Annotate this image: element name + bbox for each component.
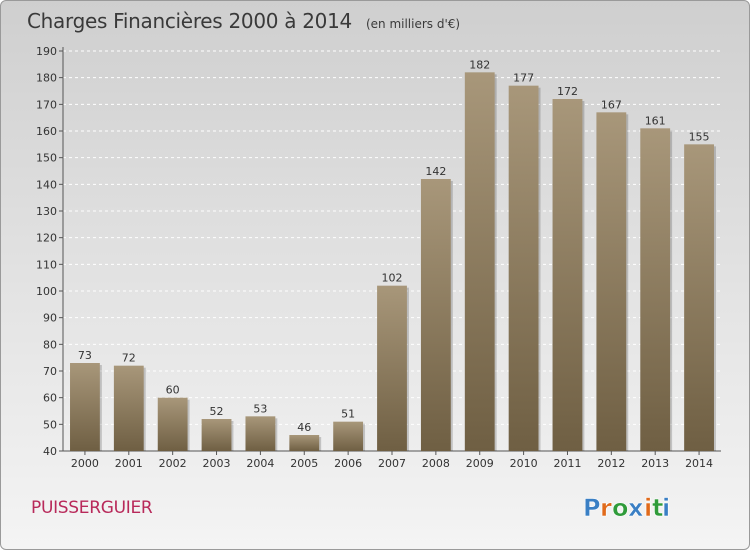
y-tick-label: 140 bbox=[36, 178, 57, 191]
bar bbox=[70, 363, 100, 451]
logo-letter: t bbox=[652, 494, 663, 522]
x-tick-label: 2006 bbox=[334, 457, 362, 470]
bar-value-label: 142 bbox=[425, 165, 446, 178]
logo-letter: o bbox=[612, 494, 629, 522]
logo-letter: r bbox=[600, 494, 612, 522]
x-tick-label: 2003 bbox=[203, 457, 231, 470]
x-tick-label: 2012 bbox=[597, 457, 625, 470]
x-tick-label: 2008 bbox=[422, 457, 450, 470]
bar bbox=[596, 112, 627, 451]
plot-area: 40 50 60 70 80 90 100 110 120 130 140 150 160 170 180 1… bbox=[36, 45, 721, 470]
x-tick-label: 2000 bbox=[71, 457, 99, 470]
y-tick-label: 170 bbox=[36, 98, 57, 111]
y-tick-label: 60 bbox=[43, 392, 57, 405]
y-tick-label: 50 bbox=[43, 418, 57, 431]
bar-value-label: 52 bbox=[210, 405, 224, 418]
x-tick-label: 2001 bbox=[115, 457, 143, 470]
y-tick-label: 80 bbox=[43, 338, 57, 351]
chart-title-text: Charges Financières 2000 à 2014 bbox=[27, 9, 352, 33]
x-tick-label: 2002 bbox=[159, 457, 187, 470]
x-tick-label: 2009 bbox=[466, 457, 494, 470]
bar bbox=[640, 128, 671, 451]
logo-letter: i bbox=[662, 494, 670, 522]
x-tick-label: 2007 bbox=[378, 457, 406, 470]
bar bbox=[508, 85, 539, 452]
bar-value-label: 167 bbox=[601, 98, 622, 111]
y-tick-label: 120 bbox=[36, 232, 57, 245]
bar-value-label: 46 bbox=[297, 421, 311, 434]
logo-letter: x bbox=[628, 494, 644, 522]
y-tick-label: 150 bbox=[36, 152, 57, 165]
bar-value-label: 182 bbox=[469, 58, 490, 71]
y-tick-label: 110 bbox=[36, 258, 57, 271]
x-tick-label: 2005 bbox=[290, 457, 318, 470]
logo-letter: i bbox=[644, 494, 652, 522]
bar-value-label: 102 bbox=[382, 272, 403, 285]
y-tick-label: 90 bbox=[43, 312, 57, 325]
y-tick-label: 190 bbox=[36, 45, 57, 58]
y-tick-label: 100 bbox=[36, 285, 57, 298]
bar-value-label: 73 bbox=[78, 349, 92, 362]
x-tick-label: 2004 bbox=[246, 457, 274, 470]
chart-subtitle: (en milliers d'€) bbox=[365, 17, 461, 31]
bar bbox=[157, 397, 188, 451]
bar-value-label: 51 bbox=[341, 408, 355, 421]
bar bbox=[684, 144, 714, 452]
bar-value-label: 53 bbox=[253, 402, 267, 415]
x-tick-label: 2010 bbox=[510, 457, 538, 470]
bar bbox=[464, 72, 495, 451]
x-tick-label: 2013 bbox=[641, 457, 669, 470]
bar bbox=[552, 99, 583, 451]
bar-value-label: 155 bbox=[689, 130, 710, 143]
y-tick-label: 40 bbox=[43, 445, 57, 458]
bar-value-label: 60 bbox=[166, 384, 180, 397]
x-tick-label: 2011 bbox=[553, 457, 581, 470]
y-tick-label: 180 bbox=[36, 72, 57, 85]
logo-letter: P bbox=[583, 494, 601, 522]
bar bbox=[420, 179, 451, 451]
chart-title: Charges Financières 2000 à 2014 (en milli… bbox=[27, 9, 460, 33]
bar bbox=[333, 421, 364, 451]
y-tick-label: 70 bbox=[43, 365, 57, 378]
bar-value-label: 177 bbox=[513, 72, 534, 85]
y-tick-label: 130 bbox=[36, 205, 57, 218]
y-tick-label: 160 bbox=[36, 125, 57, 138]
bar bbox=[289, 435, 320, 451]
bar bbox=[113, 365, 144, 451]
bar-value-label: 72 bbox=[122, 352, 136, 365]
bar bbox=[201, 419, 232, 451]
bar bbox=[377, 285, 407, 451]
x-tick-label: 2014 bbox=[685, 457, 713, 470]
bar-value-label: 161 bbox=[645, 114, 666, 127]
bar bbox=[245, 416, 276, 451]
town-name: PUISSERGUIER bbox=[31, 498, 153, 518]
bar-value-label: 172 bbox=[557, 85, 578, 98]
